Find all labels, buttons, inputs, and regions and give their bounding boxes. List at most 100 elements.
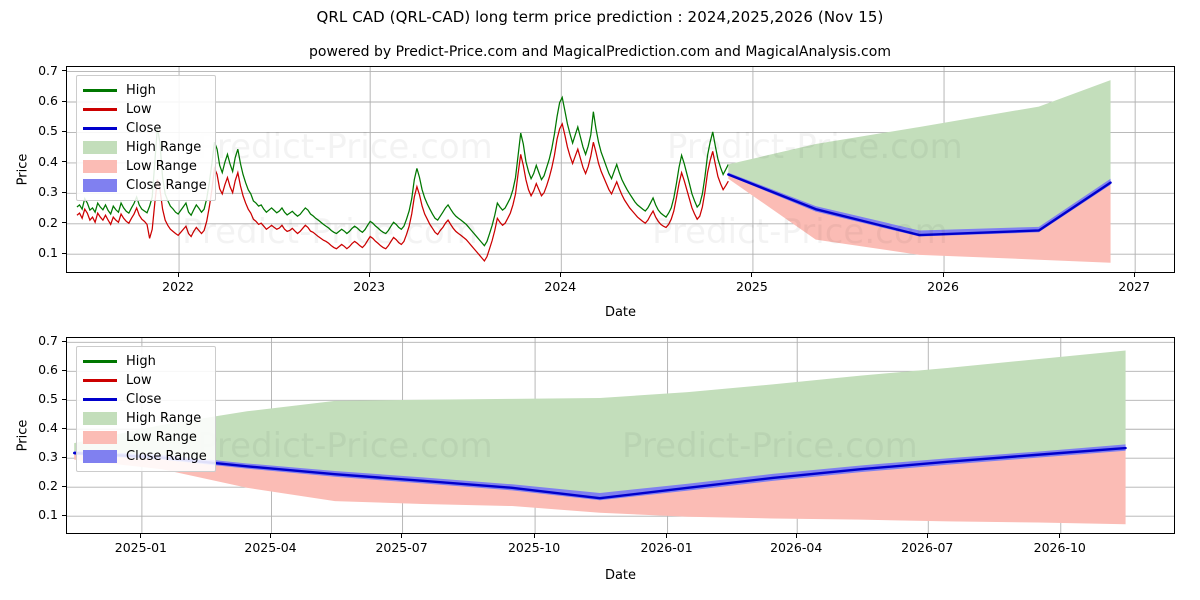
- legend-item-label: High: [126, 83, 156, 98]
- x-tick-label: 2023: [353, 279, 386, 294]
- x-tick-label: 2024: [544, 279, 577, 294]
- legend-item[interactable]: High Range: [83, 409, 207, 428]
- bottom-chart-legend: High Low Close High Range Low Range Close Ran…: [76, 346, 216, 472]
- legend-item[interactable]: Close Range: [83, 447, 207, 466]
- legend-swatch-icon: [83, 141, 117, 154]
- legend-item[interactable]: Low: [83, 100, 207, 119]
- y-tick-label: 0.1: [38, 507, 58, 523]
- y-tick-label: 0.6: [38, 93, 58, 108]
- legend-item-label: Low: [126, 102, 152, 117]
- y-tick-label: 0.3: [38, 449, 58, 465]
- x-tick-mark: [926, 534, 928, 538]
- x-tick-label: 2025-10: [507, 540, 561, 555]
- y-tick-label: 0.4: [38, 420, 58, 436]
- y-tick-mark: [62, 427, 66, 429]
- legend-item[interactable]: High: [83, 352, 207, 371]
- x-tick-mark: [270, 534, 272, 538]
- legend-item[interactable]: Low: [83, 371, 207, 390]
- y-tick-mark: [62, 100, 66, 102]
- x-tick-label: 2026: [927, 279, 959, 294]
- x-tick-mark: [795, 534, 797, 538]
- legend-item-label: Close Range: [126, 178, 207, 193]
- x-tick-label: 2022: [162, 279, 194, 294]
- legend-item[interactable]: High: [83, 81, 207, 100]
- y-tick-label: 0.7: [38, 333, 58, 349]
- legend-swatch-icon: [83, 394, 117, 406]
- legend-item-label: Close: [126, 121, 162, 136]
- x-tick-mark: [942, 273, 944, 277]
- y-tick-mark: [62, 398, 66, 400]
- y-tick-mark: [62, 456, 66, 458]
- legend-swatch-icon: [83, 450, 117, 463]
- y-tick-mark: [62, 222, 66, 224]
- page-title: QRL CAD (QRL-CAD) long term price predic…: [316, 8, 884, 26]
- top-chart-y-axis-label: Price: [15, 153, 31, 186]
- bottom-chart-svg: [67, 338, 1174, 533]
- legend-item-label: Low Range: [126, 159, 197, 174]
- legend-item-label: High: [126, 354, 156, 369]
- x-tick-label: 2027: [1118, 279, 1151, 294]
- legend-swatch-icon: [83, 356, 117, 368]
- x-tick-label: 2025-07: [375, 540, 428, 555]
- legend-item-label: Low Range: [126, 430, 197, 445]
- y-tick-label: 0.3: [38, 184, 58, 200]
- x-tick-mark: [368, 273, 370, 277]
- y-tick-mark: [62, 514, 66, 516]
- legend-item-label: Low: [126, 373, 152, 388]
- x-tick-mark: [140, 534, 142, 538]
- y-tick-label: 0.4: [38, 153, 58, 169]
- y-tick-mark: [62, 369, 66, 371]
- legend-item-label: Close: [126, 392, 162, 407]
- y-tick-mark: [62, 485, 66, 487]
- legend-item[interactable]: Close Range: [83, 176, 207, 195]
- x-tick-mark: [1059, 534, 1061, 538]
- legend-item-label: Close Range: [126, 449, 207, 464]
- y-tick-label: 0.5: [38, 391, 58, 407]
- top-chart-svg: [67, 67, 1174, 272]
- y-tick-label: 0.5: [38, 123, 58, 139]
- x-tick-mark: [751, 273, 753, 277]
- legend-swatch-icon: [83, 431, 117, 444]
- x-tick-mark: [177, 273, 179, 277]
- top-chart-legend: High Low Close High Range Low Range Close Ran…: [76, 75, 216, 201]
- legend-swatch-icon: [83, 160, 117, 173]
- legend-swatch-icon: [83, 85, 117, 97]
- legend-swatch-icon: [83, 123, 117, 135]
- x-tick-mark: [1133, 273, 1135, 277]
- top-chart-x-axis-label: Date: [604, 305, 637, 320]
- bottom-chart-x-axis-label: Date: [604, 568, 637, 583]
- legend-item[interactable]: Low Range: [83, 157, 207, 176]
- x-tick-mark: [401, 534, 403, 538]
- y-tick-mark: [62, 191, 66, 193]
- legend-item[interactable]: Close: [83, 390, 207, 409]
- y-tick-mark: [62, 70, 66, 72]
- bottom-chart-plot-area: Predict-Price.comPredict-Price.com HighL…: [66, 337, 1175, 534]
- x-tick-label: 2025-01: [114, 540, 167, 555]
- x-tick-label: 2026-04: [770, 540, 823, 555]
- x-tick-mark: [559, 273, 561, 277]
- legend-swatch-icon: [83, 412, 117, 425]
- x-tick-mark: [666, 534, 668, 538]
- legend-swatch-icon: [83, 179, 117, 192]
- x-tick-label: 2026-10: [1033, 540, 1086, 555]
- legend-item[interactable]: Low Range: [83, 428, 207, 447]
- legend-item-label: High Range: [126, 411, 202, 426]
- y-tick-label: 0.7: [38, 62, 58, 78]
- legend-item-label: High Range: [126, 140, 202, 155]
- legend-item[interactable]: High Range: [83, 138, 207, 157]
- y-tick-mark: [62, 252, 66, 254]
- page-subtitle: powered by Predict-Price.com and Magical…: [309, 44, 891, 60]
- y-tick-label: 0.1: [38, 245, 58, 261]
- legend-swatch-icon: [83, 375, 117, 387]
- legend-item[interactable]: Close: [83, 119, 207, 138]
- y-tick-label: 0.6: [38, 362, 58, 378]
- y-tick-label: 0.2: [38, 478, 58, 494]
- x-tick-label: 2026-07: [901, 540, 954, 555]
- x-tick-mark: [533, 534, 535, 538]
- top-chart-plot-area: Predict-Price.comPredict-Price.comPredic…: [66, 66, 1175, 273]
- bottom-chart-y-axis-label: Price: [15, 419, 31, 452]
- y-tick-mark: [62, 340, 66, 342]
- y-tick-mark: [62, 130, 66, 132]
- x-tick-label: 2026-01: [640, 540, 693, 555]
